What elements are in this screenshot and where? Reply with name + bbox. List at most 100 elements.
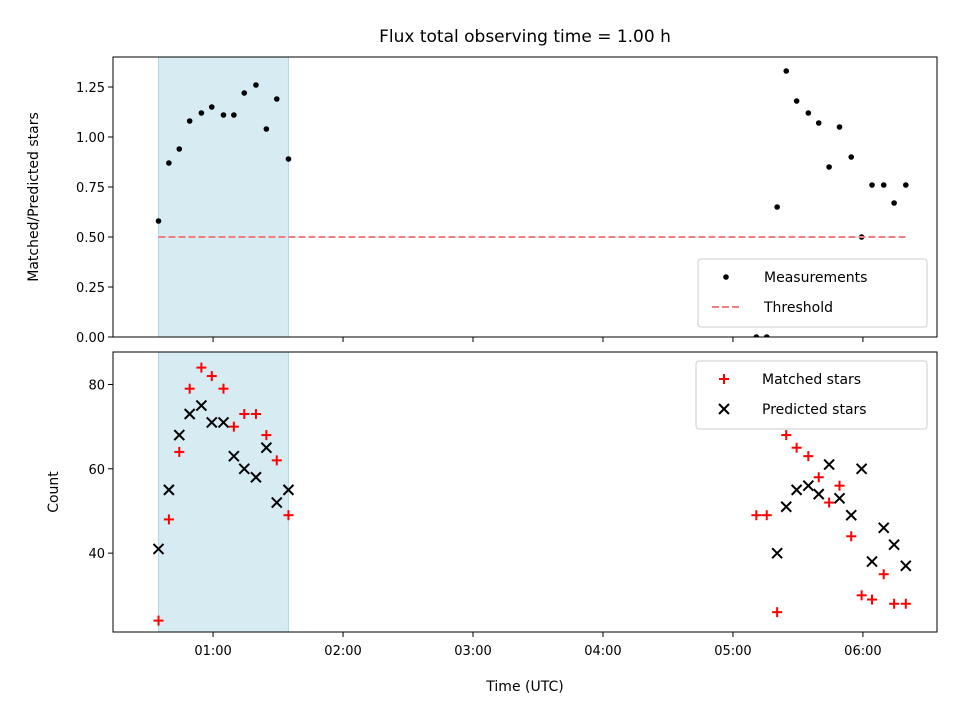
panel-ratio-series-measurements-point-14 bbox=[763, 334, 770, 337]
panel-count-observing-span bbox=[157, 351, 289, 633]
panel-count-series-predicted-stars-point-1-b bbox=[163, 484, 175, 496]
panel-count-series-predicted-stars-point-8-b bbox=[238, 463, 250, 475]
panel-count-series-predicted-stars-point-3 bbox=[183, 408, 196, 420]
panel-ratio-series-measurements-point-9 bbox=[253, 82, 259, 88]
panel-ratio-series-measurements-point-18 bbox=[805, 110, 812, 116]
panel-count-series-predicted-stars-point-17 bbox=[813, 488, 825, 500]
panel-count-series-predicted-stars-point-24-b bbox=[888, 539, 900, 551]
panel-ratio-legend: Measurements Threshold bbox=[697, 258, 928, 328]
panel-count-series-matched-stars-point-1 bbox=[163, 514, 174, 525]
x-tick-label-3: 04:00 bbox=[584, 644, 621, 659]
panel-count-plot-area bbox=[152, 362, 912, 626]
panel-count-series-matched-stars-point-14 bbox=[761, 510, 772, 521]
x-tick-label-5: 06:00 bbox=[844, 644, 881, 659]
panel-count-series-predicted-stars-point-12-b bbox=[282, 484, 295, 496]
panel-count-series-predicted-stars-point-22 bbox=[866, 555, 878, 568]
panel-count-series-matched-stars-point-12 bbox=[283, 510, 294, 521]
panel-count-series-predicted-stars-point-25-b bbox=[900, 560, 912, 572]
panel-count-series-matched-stars-point-8 bbox=[239, 408, 250, 419]
x-tick-label-4: 05:00 bbox=[714, 644, 751, 659]
panel-ratio-series-measurements-point-24 bbox=[869, 182, 875, 188]
panel-count-series-predicted-stars-point-21 bbox=[855, 463, 868, 475]
panel-count-series-matched-stars-point-10 bbox=[261, 430, 272, 441]
panel-ratio-series-measurements-point-15 bbox=[774, 204, 780, 210]
panel-count-y-tick-label-0: 40 bbox=[88, 547, 105, 562]
panel-ratio-series-measurements-point-12 bbox=[285, 156, 292, 162]
panel-count-series-predicted-stars-point-19 bbox=[833, 492, 846, 505]
panel-count-series-matched-stars-point-25 bbox=[878, 569, 889, 580]
panel-ratio-y-tick-label-3: 0.75 bbox=[76, 181, 105, 196]
panel-count-series-predicted-stars-point-5 bbox=[206, 416, 218, 429]
panel-count-series-matched-stars-point-18 bbox=[803, 451, 814, 462]
panel-count-legend-icon-1-b bbox=[718, 403, 730, 415]
panel-ratio-legend-label-0: Measurements bbox=[764, 270, 867, 286]
panel-ratio-plot-area bbox=[155, 68, 909, 337]
panel-count-series-predicted-stars-point-2-b bbox=[173, 429, 185, 441]
panel-ratio-series-measurements-point-8 bbox=[241, 90, 248, 96]
panel-count-series-predicted-stars-point-0-b bbox=[152, 543, 165, 555]
panel-ratio-y-tick-label-2: 0.50 bbox=[76, 231, 105, 246]
panel-count-series-predicted-stars-point-16 bbox=[802, 479, 815, 492]
panel-ratio-series-measurements-point-7 bbox=[231, 112, 237, 118]
panel-ratio-series-measurements-point-0 bbox=[155, 218, 162, 224]
panel-ratio-series-measurements-point-6 bbox=[220, 112, 227, 118]
panel-ratio-series-measurements-point-20 bbox=[826, 164, 832, 170]
panel-count-series-predicted-stars-point-16-b bbox=[802, 479, 815, 492]
panel-count-series-predicted-stars-point-23-b bbox=[878, 522, 890, 534]
panel-count-series-predicted-stars-point-8 bbox=[238, 463, 250, 475]
panel-ratio-series-measurements-point-16 bbox=[783, 68, 790, 74]
panel-count-series-matched-stars-point-5 bbox=[206, 371, 217, 382]
panel-ratio-series-measurements-point-2 bbox=[176, 146, 183, 152]
panel-ratio-series-measurements-point-25 bbox=[880, 182, 887, 188]
panel-count-series-predicted-stars-point-14-b bbox=[780, 501, 792, 513]
panel-ratio-frame bbox=[112, 56, 938, 338]
panel-count-series-matched-stars-point-16 bbox=[781, 430, 792, 441]
panel-count-series-predicted-stars-point-19-b bbox=[833, 492, 846, 505]
panel-count-series-predicted-stars-point-7 bbox=[228, 450, 240, 462]
panel-ratio-series-measurements-point-13 bbox=[753, 334, 760, 337]
panel-count-legend-box bbox=[695, 360, 928, 430]
panel-count-series-predicted-stars-point-0 bbox=[152, 543, 165, 555]
panel-count-series-predicted-stars-point-20-b bbox=[845, 509, 857, 521]
panel-count-series-predicted-stars-point-20 bbox=[845, 509, 857, 521]
panel-ratio-series-measurements-point-26 bbox=[891, 200, 897, 206]
panel-count-legend-icon-0 bbox=[719, 374, 729, 384]
panel-count-series-predicted-stars-point-22-b bbox=[866, 555, 878, 568]
panel-count-series-matched-stars-point-24 bbox=[867, 594, 878, 605]
panel-count-series-predicted-stars-point-5-b bbox=[206, 416, 218, 429]
panel-ratio-series-measurements-point-10 bbox=[263, 126, 270, 132]
panel-count-series-predicted-stars-point-9-b bbox=[250, 471, 262, 483]
panel-count-series-matched-stars-point-7 bbox=[228, 421, 239, 432]
panel-ratio-y-tick-label-5: 1.25 bbox=[76, 81, 105, 96]
panel-count-legend-icon-1 bbox=[718, 403, 730, 415]
panel-count-series-predicted-stars-point-2 bbox=[173, 429, 185, 441]
panel-count-y-tick-label-1: 60 bbox=[88, 463, 105, 478]
panel-count-series-predicted-stars-point-18 bbox=[823, 458, 835, 471]
panel-count-series-predicted-stars-point-10 bbox=[260, 442, 273, 454]
panel-ratio-y-tick-label-0: 0.00 bbox=[76, 331, 105, 346]
panel-count-series-matched-stars-point-11 bbox=[271, 455, 282, 466]
panel-count-y-tick-label-2: 80 bbox=[88, 378, 105, 393]
x-tick-label-1: 02:00 bbox=[324, 644, 361, 659]
panel-count-series-predicted-stars-point-14 bbox=[780, 501, 792, 513]
panel-ratio-series-measurements-point-1 bbox=[166, 160, 172, 166]
panel-count-series-predicted-stars bbox=[152, 399, 912, 572]
panel-count-series-predicted-stars-point-21-b bbox=[855, 463, 868, 475]
panel-count-legend-label-0: Matched stars bbox=[762, 372, 861, 388]
panel-count-series-matched-stars-point-3 bbox=[184, 383, 195, 394]
panel-count-series-matched-stars-point-15 bbox=[772, 607, 783, 618]
panel-ratio-observing-span bbox=[157, 56, 289, 338]
panel-count-series-matched-stars-point-6 bbox=[218, 383, 229, 394]
panel-count-series-matched-stars-point-2 bbox=[174, 446, 185, 457]
panel-ratio-legend-icon-0 bbox=[723, 274, 729, 280]
panel-count-series-matched-stars-point-22 bbox=[846, 531, 857, 542]
panel-ratio-series-measurements-point-5 bbox=[208, 104, 215, 110]
panel-count-series-matched-stars-point-4 bbox=[196, 362, 207, 373]
panel-ratio-series-measurements-point-17 bbox=[793, 98, 800, 104]
panel-count-series-predicted-stars-point-11-b bbox=[271, 496, 283, 509]
panel-count-series-predicted-stars-point-9 bbox=[250, 471, 262, 483]
panel-count-legend-label-1: Predicted stars bbox=[762, 402, 867, 418]
panel-count-series-matched-stars-point-21 bbox=[834, 480, 845, 491]
panel-count-series-matched-stars-point-17 bbox=[791, 442, 802, 453]
